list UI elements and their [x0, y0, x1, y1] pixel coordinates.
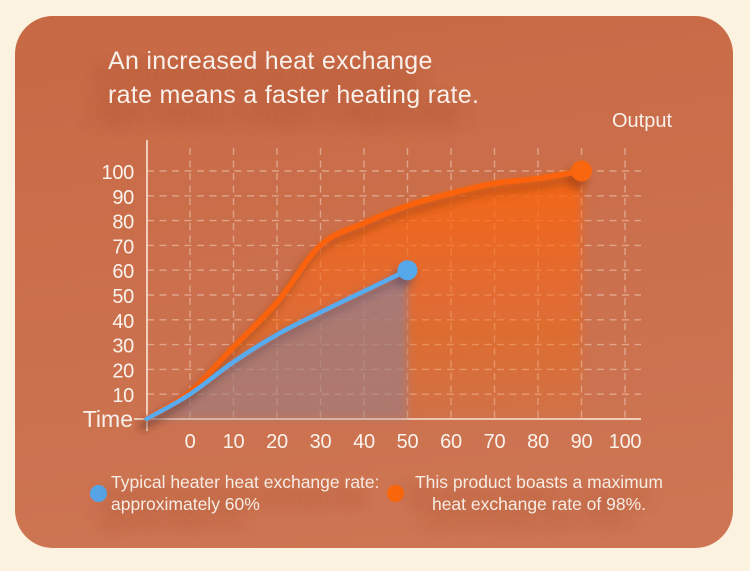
- x-tick-label: 20: [266, 431, 288, 453]
- y-tick-label: 90: [112, 187, 134, 209]
- x-tick-label: 100: [609, 431, 642, 453]
- legend-typical-line1: Typical heater heat exchange rate:: [111, 472, 380, 492]
- y-tick-label: 10: [112, 385, 134, 407]
- x-tick-label: 60: [440, 431, 462, 453]
- x-tick-label: 40: [353, 431, 375, 453]
- legend-item-this-product: This product boasts a maximum heat excha…: [387, 471, 670, 515]
- x-tick-label: 50: [397, 431, 419, 453]
- y-tick-label: 50: [112, 286, 134, 308]
- product-curve: [143, 168, 585, 422]
- product-endpoint-dot: [571, 160, 592, 182]
- time-axis-label: Time: [83, 406, 133, 432]
- typical-series: [144, 260, 418, 422]
- x-tick-label: 80: [527, 431, 549, 453]
- y-tick-label: 20: [112, 360, 134, 382]
- chart-title: An increased heat exchange rate means a …: [108, 44, 479, 112]
- x-tick-label: 70: [484, 431, 506, 453]
- y-tick-label: 70: [112, 236, 134, 258]
- legend-product-text: This product boasts a maximum heat excha…: [408, 471, 670, 515]
- typical-curve: [144, 267, 410, 422]
- y-tick-label: 40: [112, 311, 134, 333]
- y-tick-label: 100: [102, 162, 135, 184]
- chart-title-line1: An increased heat exchange: [108, 47, 433, 75]
- orange-legend-marker-icon: [387, 485, 404, 502]
- legend-product-line1: This product boasts a maximum: [414, 472, 663, 492]
- legend-typical-line2: approximately 60%: [111, 494, 260, 514]
- y-tick-label: 80: [112, 212, 134, 234]
- chart-title-line2: rate means a faster heating rate.: [108, 81, 480, 109]
- legend-item-typical-heater: Typical heater heat exchange rate: appro…: [90, 471, 380, 515]
- product-series: [143, 160, 592, 422]
- gray-area-fill: [146, 270, 408, 419]
- typical-endpoint-dot: [397, 260, 418, 281]
- legend-product-line2: heat exchange rate of 98%.: [431, 494, 647, 514]
- x-tick-label: 90: [571, 431, 593, 453]
- y-tick-label: 30: [112, 336, 134, 358]
- chart-plot-area: [143, 160, 592, 422]
- output-axis-label: Output: [612, 110, 672, 132]
- legend-typical-text: Typical heater heat exchange rate: appro…: [111, 471, 380, 515]
- x-tick-label: 30: [310, 431, 332, 453]
- x-tick-label: 0: [185, 431, 196, 453]
- x-tick-label: 10: [223, 431, 245, 453]
- y-tick-label: 60: [112, 261, 134, 283]
- blue-legend-marker-icon: [90, 485, 107, 502]
